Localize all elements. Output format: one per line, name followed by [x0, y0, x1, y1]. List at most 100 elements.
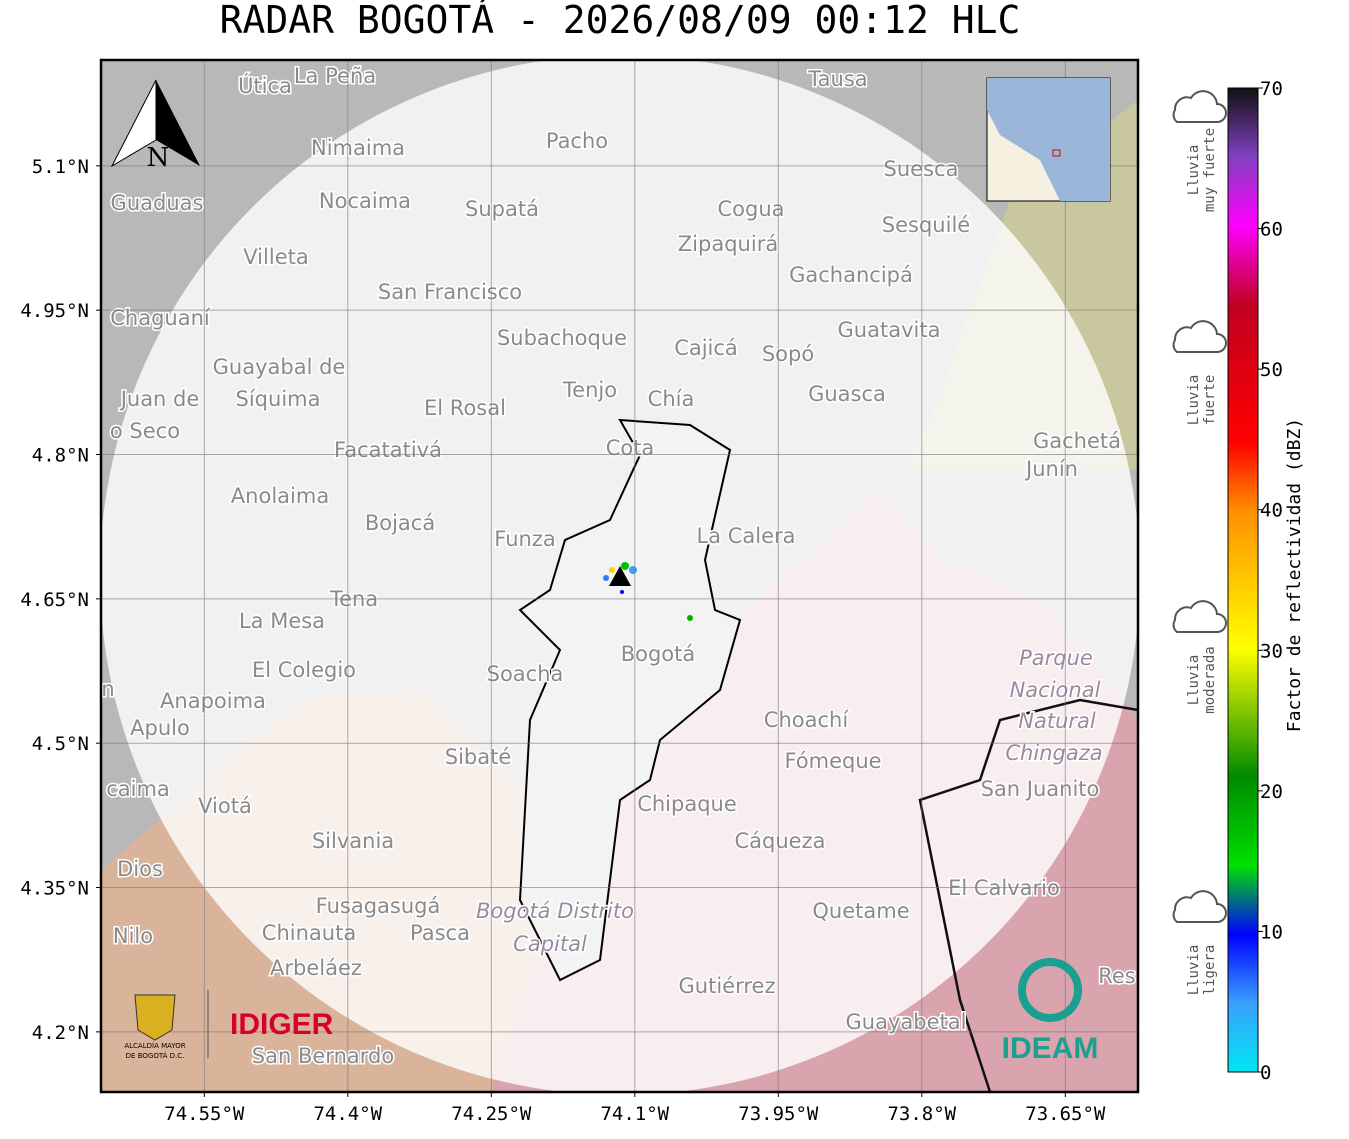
x-tick-label: 74.1°W: [600, 1103, 669, 1125]
place-label: Chipaque: [637, 792, 737, 816]
place-label: Villeta: [243, 245, 308, 269]
park-label: Natural: [1018, 709, 1096, 733]
y-tick-label: 4.35°N: [20, 878, 89, 900]
rain-category: Lluvia: [1186, 145, 1202, 196]
park-label: Capital: [513, 932, 587, 956]
ideam-symbol: [1018, 958, 1082, 1022]
place-label: Gachancipá: [789, 263, 913, 287]
colorbar-tick-label: 0: [1260, 1062, 1271, 1084]
place-label: San Francisco: [378, 280, 522, 304]
place-label: Gachetá: [1033, 429, 1121, 453]
place-label: Fusagasugá: [316, 894, 441, 918]
place-label: El Colegio: [252, 658, 356, 682]
cloud-icon: [1172, 90, 1227, 123]
place-label: Anolaima: [231, 484, 329, 508]
place-label: Nocaima: [319, 189, 411, 213]
park-label: Chingaza: [1005, 741, 1102, 765]
colorbar-tick-label: 40: [1260, 500, 1283, 522]
cloud-icon: [1172, 890, 1227, 923]
park-label: Nacional: [1010, 678, 1101, 702]
place-label: Guasca: [808, 382, 886, 406]
y-tick-label: 5.1°N: [32, 156, 89, 178]
grid: [101, 60, 1138, 1092]
place-label: Chía: [648, 387, 695, 411]
echo: [620, 590, 624, 594]
place-label: Choachí: [764, 708, 850, 732]
colorbar-label: Factor de reflectividad (dBZ): [1284, 418, 1305, 732]
rain-category: fuerte: [1202, 375, 1218, 426]
radar-echoes: [603, 562, 693, 621]
ideam-logo: IDEAM: [1002, 1032, 1099, 1065]
rain-category: moderada: [1202, 646, 1218, 713]
place-label: Viotá: [198, 794, 252, 818]
place-label: Fómeque: [784, 749, 881, 773]
place-label: Pacho: [546, 129, 608, 153]
place-label: Dios: [117, 857, 163, 881]
place-label: Res: [1098, 964, 1136, 988]
place-label: La Mesa: [239, 609, 325, 633]
place-label: Pasca: [410, 921, 470, 945]
echo: [621, 562, 629, 570]
north-arrow-right: [156, 80, 200, 166]
place-label: Apulo: [130, 716, 190, 740]
title: RADAR BOGOTÁ - 2026/08/09 00:12 HLC: [220, 0, 1021, 42]
park-label: Parque: [1019, 646, 1093, 670]
place-label: San Juanito: [981, 777, 1100, 801]
place-label: Sopó: [762, 342, 814, 366]
y-tick-label: 4.65°N: [20, 589, 89, 611]
place-label: Sesquilé: [882, 213, 970, 237]
logo-text: DE BOGOTÁ D.C.: [126, 1051, 185, 1060]
place-label: Cajicá: [674, 336, 738, 360]
place-label: Síquima: [236, 387, 321, 411]
north-label: N: [147, 143, 170, 173]
idiger-logo: IDIGER: [230, 1008, 334, 1041]
place-label: La Peña: [294, 64, 376, 88]
place-label: caima: [106, 777, 170, 801]
y-tick-label: 4.8°N: [32, 445, 89, 467]
rain-category: Lluvia: [1186, 945, 1202, 996]
place-label: Anapoima: [160, 689, 266, 713]
place-label: Tausa: [807, 67, 867, 91]
colorbar-tick-label: 30: [1260, 640, 1283, 662]
place-label: Cota: [606, 436, 655, 460]
place-label: Guayabetal: [846, 1010, 967, 1034]
place-label: Silvania: [312, 829, 394, 853]
place-label: Subachoque: [497, 326, 627, 350]
place-label: Chinauta: [262, 921, 356, 945]
rain-category: Lluvia: [1186, 655, 1202, 706]
place-label: Gutiérrez: [679, 974, 776, 998]
place-label: Bojacá: [365, 511, 435, 535]
place-label: Supatá: [465, 197, 539, 221]
rain-category: Lluvia: [1186, 375, 1202, 426]
place-label: Junín: [1024, 457, 1078, 481]
place-label: Guatavita: [838, 318, 941, 342]
park-boundary: [918, 698, 1138, 1092]
cloud-icon: [1172, 600, 1227, 633]
place-label: Sibaté: [445, 745, 512, 769]
place-label: Funza: [494, 527, 555, 551]
echo: [609, 567, 615, 573]
place-label: Quetame: [812, 899, 909, 923]
colorbar-tick-label: 20: [1260, 781, 1283, 803]
place-label: Guayabal de: [213, 355, 346, 379]
colorbar-tick-label: 50: [1260, 359, 1283, 381]
place-label: Soacha: [487, 662, 564, 686]
place-label: Tenjo: [562, 378, 617, 402]
y-tick-label: 4.5°N: [32, 733, 89, 755]
place-label: Suesca: [884, 157, 959, 181]
colorbar: [1227, 87, 1259, 1073]
place-label: Cáqueza: [735, 829, 826, 853]
y-tick-label: 4.2°N: [32, 1022, 89, 1044]
map: Útica La Peña Tausa Pacho Nimaima Guaduas Noca…: [101, 60, 1138, 1092]
place-label: Nimaima: [311, 136, 405, 160]
colorbar-tick-label: 10: [1260, 921, 1283, 943]
x-tick-label: 74.25°W: [451, 1103, 532, 1125]
x-tick-label: 74.4°W: [313, 1103, 382, 1125]
cloud-icon: [1172, 320, 1227, 353]
x-tick-label: 74.55°W: [164, 1103, 245, 1125]
place-label: Facatativá: [334, 438, 442, 462]
y-tick-label: 4.95°N: [20, 300, 89, 322]
place-label: El Rosal: [424, 396, 506, 420]
